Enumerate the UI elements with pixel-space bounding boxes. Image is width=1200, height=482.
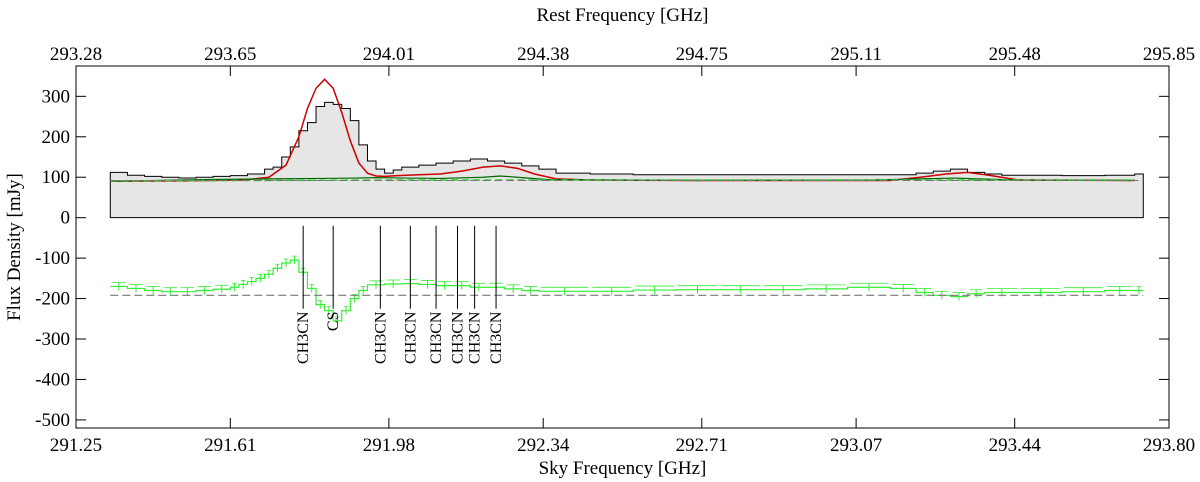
top-x-tick-label: 294.75 bbox=[676, 44, 728, 65]
top-x-axis-label: Rest Frequency [GHz] bbox=[536, 5, 708, 26]
y-tick-label: -500 bbox=[35, 410, 70, 431]
x-axis-label: Sky Frequency [GHz] bbox=[539, 458, 707, 479]
model-lines bbox=[110, 78, 1144, 183]
line-id-label: CH3CN bbox=[488, 311, 505, 364]
line-id-label: CS bbox=[325, 312, 342, 332]
model-fit-line bbox=[110, 78, 1135, 183]
y-axis-label: Flux Density [mJy] bbox=[4, 173, 25, 321]
line-id-label: CH3CN bbox=[402, 311, 419, 364]
y-tick-label: 0 bbox=[61, 208, 71, 229]
observed-spectrum-area bbox=[109, 101, 1144, 219]
residual-spectrum bbox=[110, 255, 1144, 325]
top-x-tick-label: 293.28 bbox=[50, 44, 102, 65]
x-tick-label: 291.98 bbox=[363, 435, 415, 456]
top-x-tick-label: 294.01 bbox=[363, 44, 415, 65]
x-tick-label: 293.07 bbox=[830, 435, 882, 456]
x-tick-label: 293.44 bbox=[989, 435, 1042, 456]
x-tick-label: 293.80 bbox=[1143, 435, 1195, 456]
x-tick-label: 292.34 bbox=[517, 435, 570, 456]
y-tick-label: 200 bbox=[42, 127, 71, 148]
continuum-dashed-line bbox=[110, 179, 1135, 182]
plot-frame bbox=[75, 65, 1170, 429]
tick-labels: 291.25 293.28 291.61 293.65 291.98 294.01 292.… bbox=[35, 44, 1195, 456]
x-tick-label: 291.61 bbox=[204, 435, 256, 456]
line-id-label: CH3CN bbox=[372, 311, 389, 364]
y-tick-label: 100 bbox=[42, 167, 71, 188]
line-id-label: CH3CN bbox=[449, 311, 466, 364]
component-line bbox=[110, 175, 1135, 182]
top-x-tick-label: 295.11 bbox=[830, 44, 882, 65]
top-x-tick-label: 293.65 bbox=[204, 44, 256, 65]
y-tick-label: -400 bbox=[35, 369, 70, 390]
axis-ticks bbox=[75, 66, 1170, 428]
y-tick-label: -100 bbox=[35, 248, 70, 269]
top-x-tick-label: 295.85 bbox=[1143, 44, 1195, 65]
observed-flux-steps bbox=[109, 101, 1144, 219]
top-x-tick-label: 295.48 bbox=[989, 44, 1041, 65]
residual-step-line bbox=[110, 259, 1144, 322]
x-tick-label: 292.71 bbox=[676, 435, 728, 456]
line-id-label: CH3CN bbox=[428, 311, 445, 364]
line-identification-markers: CH3CN CS CH3CN CH3CN CH3CN CH3CN CH3CN CH3CN bbox=[295, 225, 505, 364]
x-tick-label: 291.25 bbox=[50, 435, 102, 456]
y-tick-label: -200 bbox=[35, 289, 70, 310]
top-x-tick-label: 294.38 bbox=[517, 44, 569, 65]
y-tick-label: 300 bbox=[42, 86, 71, 107]
y-tick-label: -300 bbox=[35, 329, 70, 350]
line-id-label: CH3CN bbox=[295, 311, 312, 364]
line-id-label: CH3CN bbox=[467, 311, 484, 364]
